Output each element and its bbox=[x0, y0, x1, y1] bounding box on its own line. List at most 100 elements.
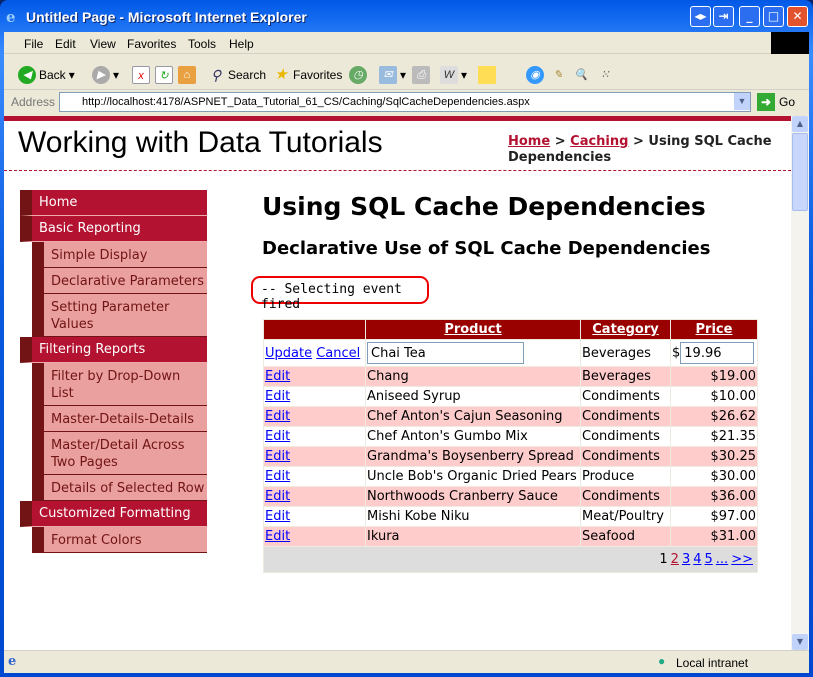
pager-link[interactable]: ... bbox=[715, 552, 729, 567]
go-button[interactable]: ➜ Go bbox=[757, 93, 795, 111]
home-button[interactable]: ⌂ bbox=[178, 66, 196, 84]
scroll-down-arrow[interactable]: ▼ bbox=[792, 634, 808, 650]
note-button[interactable] bbox=[478, 66, 496, 84]
page-title: Using SQL Cache Dependencies bbox=[262, 192, 706, 221]
favorites-button[interactable]: ★ Favorites bbox=[272, 66, 342, 84]
menu-view[interactable]: View bbox=[90, 37, 116, 51]
grid-tool-button[interactable]: ⁙ bbox=[596, 66, 614, 84]
sidebar-item[interactable]: Format Colors bbox=[32, 527, 207, 553]
mail-icon: ✉ bbox=[379, 66, 397, 84]
print-button[interactable]: ⎙ bbox=[412, 66, 430, 84]
note-icon bbox=[478, 66, 496, 84]
back-button[interactable]: ◀ Back ▾ bbox=[18, 66, 75, 84]
pager-link[interactable]: 5 bbox=[704, 552, 713, 567]
edit-link[interactable]: Edit bbox=[265, 489, 291, 504]
address-input[interactable]: http://localhost:4178/ASPNET_Data_Tutori… bbox=[59, 92, 751, 112]
product-name-input[interactable] bbox=[367, 342, 524, 364]
product-cell: Aniseed Syrup bbox=[365, 386, 581, 407]
sidebar-item[interactable]: Filtering Reports bbox=[20, 337, 207, 363]
sidebar-item[interactable]: Setting Parameter Values bbox=[32, 294, 207, 337]
edit-link[interactable]: Edit bbox=[265, 529, 291, 544]
pager-link[interactable]: 2 bbox=[670, 552, 679, 567]
update-link[interactable]: Update bbox=[265, 345, 313, 361]
category-cell: Meat/Poultry bbox=[580, 506, 671, 527]
table-row: Edit Aniseed Syrup Condiments $10.00 bbox=[263, 386, 758, 407]
breadcrumb-home[interactable]: Home bbox=[508, 134, 551, 149]
edit-link[interactable]: Edit bbox=[265, 509, 291, 524]
table-row: Edit Grandma's Boysenberry Spread Condimen… bbox=[263, 446, 758, 467]
pager-link[interactable]: 4 bbox=[693, 552, 702, 567]
tool-button[interactable]: ✎ bbox=[549, 66, 567, 84]
edit-link[interactable]: Edit bbox=[265, 389, 291, 404]
menu-tools[interactable]: Tools bbox=[188, 37, 217, 51]
menu-file[interactable]: File bbox=[24, 37, 44, 51]
header-product[interactable]: Product bbox=[365, 319, 581, 340]
tool-icon: ✎ bbox=[553, 69, 563, 81]
sidebar-item[interactable]: Customized Formatting bbox=[20, 501, 207, 527]
sidebar-item[interactable]: Simple Display bbox=[32, 242, 207, 268]
menu-edit[interactable]: Edit bbox=[55, 37, 76, 51]
products-grid: Product Category Price Update Cancel Bev… bbox=[263, 319, 758, 573]
page-status-icon: e bbox=[8, 654, 17, 669]
header-category[interactable]: Category bbox=[580, 319, 671, 340]
address-dropdown[interactable]: ▼ bbox=[734, 93, 750, 110]
stop-icon: x bbox=[132, 66, 150, 84]
ie-icon: e bbox=[6, 8, 16, 26]
menu-favorites[interactable]: Favorites bbox=[127, 37, 177, 51]
restore-panel-icon[interactable]: ⇥ bbox=[713, 6, 734, 27]
scroll-thumb[interactable] bbox=[792, 133, 808, 211]
history-button[interactable]: ◷ bbox=[349, 66, 367, 84]
page-content: Working with Data Tutorials Home > Cachi… bbox=[4, 116, 791, 650]
sidebar-item[interactable]: Master-Details-Details bbox=[32, 406, 207, 432]
category-cell: Produce bbox=[580, 466, 671, 487]
search-button[interactable]: ⚲ Search bbox=[207, 66, 266, 84]
edit-link[interactable]: Edit bbox=[265, 449, 291, 464]
sidebar-item[interactable]: Home bbox=[20, 190, 207, 216]
sidebar-item[interactable]: Master/Detail Across Two Pages bbox=[32, 432, 207, 475]
breadcrumb-caching[interactable]: Caching bbox=[570, 134, 629, 149]
product-cell: Ikura bbox=[365, 526, 581, 547]
pager-row: 1 2 3 4 5... >> bbox=[263, 546, 758, 573]
refresh-icon: ↻ bbox=[155, 66, 173, 84]
sidebar-nav: Home Basic Reporting Simple Display Declara… bbox=[20, 190, 207, 553]
windows-logo bbox=[771, 32, 809, 54]
pager-link[interactable]: 3 bbox=[681, 552, 691, 567]
edit-link[interactable]: Edit bbox=[265, 409, 291, 424]
edit-link[interactable]: Edit bbox=[265, 469, 291, 484]
pager-link[interactable]: >> bbox=[731, 552, 753, 567]
research-button[interactable]: 🔍 bbox=[572, 66, 590, 84]
product-cell: Chef Anton's Gumbo Mix bbox=[365, 426, 581, 447]
price-cell: $19.00 bbox=[670, 366, 758, 387]
toggle-icon[interactable]: ◂▸ bbox=[690, 6, 711, 27]
sidebar-item[interactable]: Filter by Drop-Down List bbox=[32, 363, 207, 406]
vertical-scrollbar[interactable]: ▲ ▼ bbox=[791, 116, 809, 650]
scroll-up-arrow[interactable]: ▲ bbox=[792, 116, 808, 132]
refresh-button[interactable]: ↻ bbox=[155, 66, 173, 84]
price-input[interactable] bbox=[680, 342, 755, 364]
sidebar-item[interactable]: Details of Selected Row bbox=[32, 475, 207, 501]
header-price[interactable]: Price bbox=[670, 319, 758, 340]
product-cell: Chef Anton's Cajun Seasoning bbox=[365, 406, 581, 427]
sidebar-item[interactable]: Declarative Parameters bbox=[32, 268, 207, 294]
product-cell: Chang bbox=[365, 366, 581, 387]
messenger-button[interactable]: ◉ bbox=[526, 66, 544, 84]
minimize-button[interactable]: _ bbox=[739, 6, 760, 27]
mail-button[interactable]: ✉ ▾ bbox=[379, 66, 406, 84]
product-cell: Uncle Bob's Organic Dried Pears bbox=[365, 466, 581, 487]
price-cell: $97.00 bbox=[670, 506, 758, 527]
sidebar-item[interactable]: Basic Reporting bbox=[20, 216, 207, 242]
forward-button[interactable]: ▶ ▾ bbox=[92, 66, 119, 84]
maximize-button[interactable]: □ bbox=[763, 6, 784, 27]
title-bar: e Untitled Page - Microsoft Internet Exp… bbox=[0, 0, 813, 32]
menu-help[interactable]: Help bbox=[229, 37, 254, 51]
edit-link[interactable]: Edit bbox=[265, 369, 291, 384]
stop-button[interactable]: x bbox=[132, 66, 150, 84]
product-cell: Mishi Kobe Niku bbox=[365, 506, 581, 527]
cancel-link[interactable]: Cancel bbox=[316, 345, 361, 361]
edit-link[interactable]: Edit bbox=[265, 429, 291, 444]
search-icon: ⚲ bbox=[210, 67, 222, 83]
price-cell: $30.00 bbox=[670, 466, 758, 487]
close-button[interactable]: ✕ bbox=[787, 6, 808, 27]
edit-word-button[interactable]: W ▾ bbox=[440, 66, 467, 84]
